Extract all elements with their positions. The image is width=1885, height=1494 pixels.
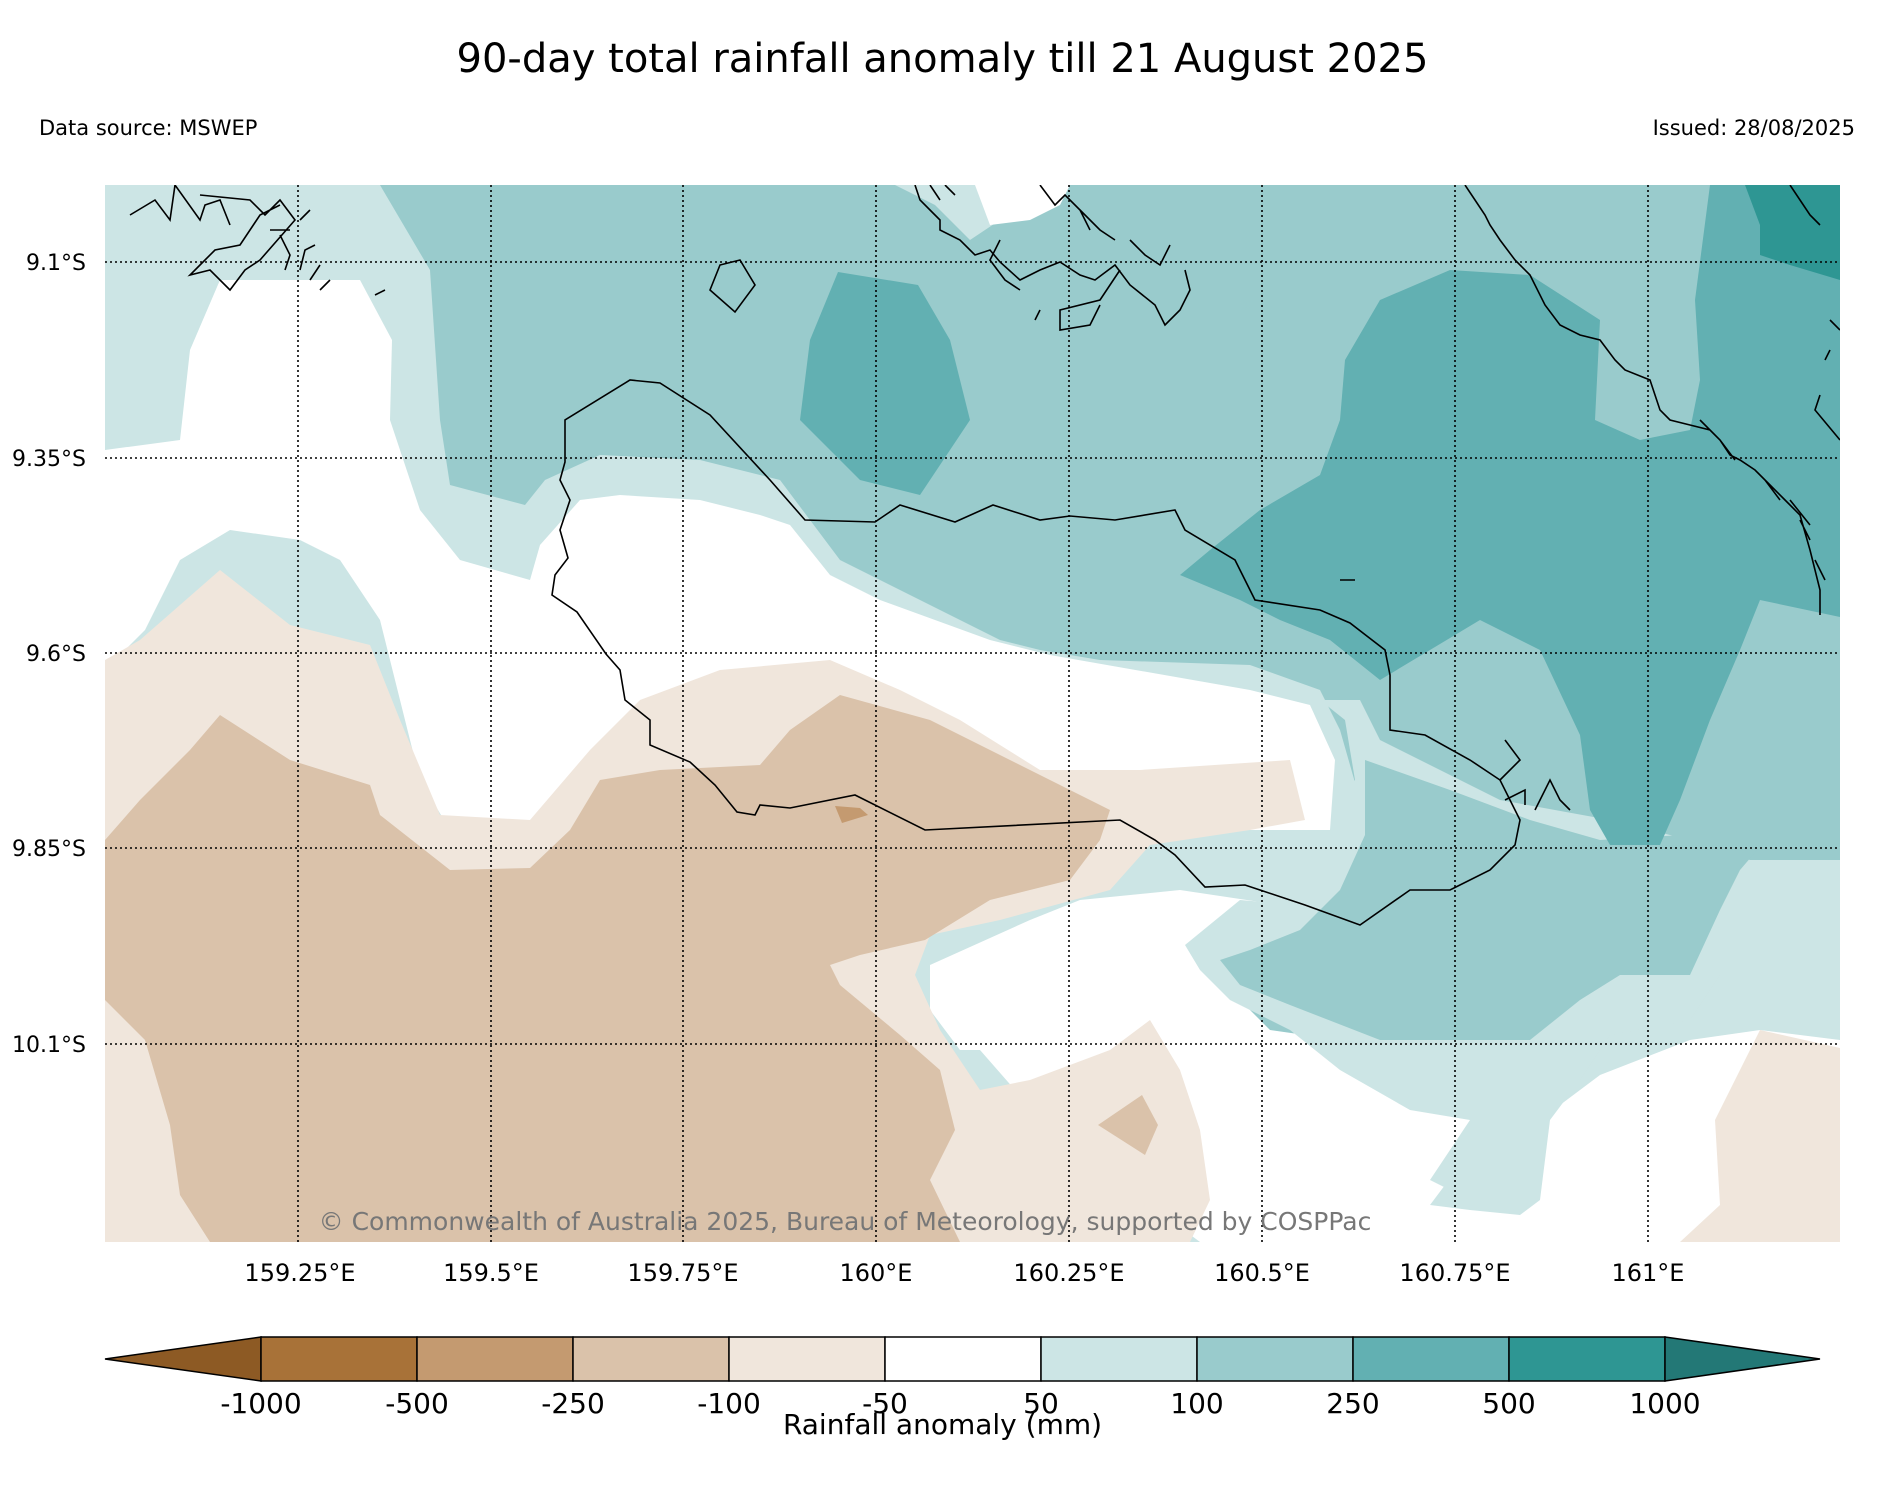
map-fill-layer (105, 185, 1840, 1242)
coastline-guadalcanal (551, 379, 1521, 926)
lat-label: 10.1°S (12, 1033, 86, 1058)
colorbar-tick-label: -1000 (220, 1387, 301, 1420)
contour-neg100-west (105, 695, 1110, 1242)
lat-label: 9.6°S (26, 642, 86, 667)
lon-label: 159.75°E (627, 1259, 738, 1287)
lon-label: 159.5°E (443, 1259, 539, 1287)
map-gridlines (105, 185, 1840, 1242)
colorbar-cell (260, 1336, 418, 1382)
colorbar-cell (1196, 1336, 1354, 1382)
contour-neg250-spot (835, 806, 868, 823)
coastline-northwest (129, 185, 386, 296)
copyright-notice: © Commonwealth of Australia 2025, Bureau… (319, 1207, 1372, 1236)
colorbar-cell (1040, 1336, 1198, 1382)
colorbar-cells (104, 1336, 1821, 1382)
contour-pos100-south (1220, 760, 1840, 1040)
colorbar-label: Rainfall anomaly (mm) (782, 1408, 1103, 1441)
colorbar-cell (728, 1336, 886, 1382)
colorbar-cell (884, 1336, 1042, 1382)
coastline-layer (129, 185, 1840, 926)
lon-label: 160.25°E (1013, 1259, 1124, 1287)
colorbar-tick-label: -100 (697, 1387, 761, 1420)
lon-label: 160.5°E (1214, 1259, 1310, 1287)
colorbar-ticks: -1000 -500 -250 -100 -50 50 100 250 500 … (220, 1387, 1700, 1420)
coastline-north-central (914, 185, 1191, 331)
contour-neg50-southeast (1680, 1030, 1840, 1242)
contour-pos500-northeast (1745, 185, 1840, 280)
lat-label: 9.35°S (12, 447, 86, 472)
colorbar-cell (416, 1336, 574, 1382)
colorbar-cell (1508, 1336, 1666, 1382)
contour-neutral-north (975, 185, 1070, 225)
contour-pos250-east (1180, 185, 1840, 845)
lat-labels: 9.1°S 9.35°S 9.6°S 9.85°S 10.1°S (12, 251, 86, 1058)
coastline-malaita (1464, 185, 1840, 615)
contour-neutral-upper (105, 280, 1335, 905)
colorbar-cell (1352, 1336, 1510, 1382)
colorbar-cell (572, 1336, 730, 1382)
coastline-florida-islands (709, 259, 756, 314)
colorbar-extend-low (104, 1336, 262, 1382)
lon-label: 160.75°E (1399, 1259, 1510, 1287)
colorbar-extend-high (1664, 1336, 1821, 1382)
issued-date-label: Issued: 28/08/2025 (1652, 116, 1855, 140)
lat-label: 9.1°S (26, 251, 86, 276)
data-source-label: Data source: MSWEP (39, 116, 258, 140)
lon-label: 161°E (1612, 1259, 1685, 1287)
coastline-east-islets (1340, 579, 1571, 811)
contour-neg100-spot-south (1098, 1095, 1158, 1155)
colorbar-tick-label: -250 (541, 1387, 605, 1420)
colorbar-tick-label: 500 (1482, 1387, 1535, 1420)
contour-pos250-center (800, 272, 970, 495)
lon-label: 160°E (840, 1259, 913, 1287)
colorbar-tick-label: 50 (1023, 1387, 1059, 1420)
colorbar-tick-label: -50 (862, 1387, 908, 1420)
colorbar-tick-label: 250 (1326, 1387, 1379, 1420)
lat-label: 9.85°S (12, 837, 86, 862)
lon-label: 159.25°E (244, 1259, 355, 1287)
lon-labels: 159.25°E 159.5°E 159.75°E 160°E 160.25°E… (244, 1259, 1684, 1287)
page-title: 90-day total rainfall anomaly till 21 Au… (456, 36, 1429, 82)
colorbar-tick-label: 100 (1170, 1387, 1223, 1420)
colorbar-tick-label: 1000 (1629, 1387, 1700, 1420)
colorbar-tick-label: -500 (385, 1387, 449, 1420)
